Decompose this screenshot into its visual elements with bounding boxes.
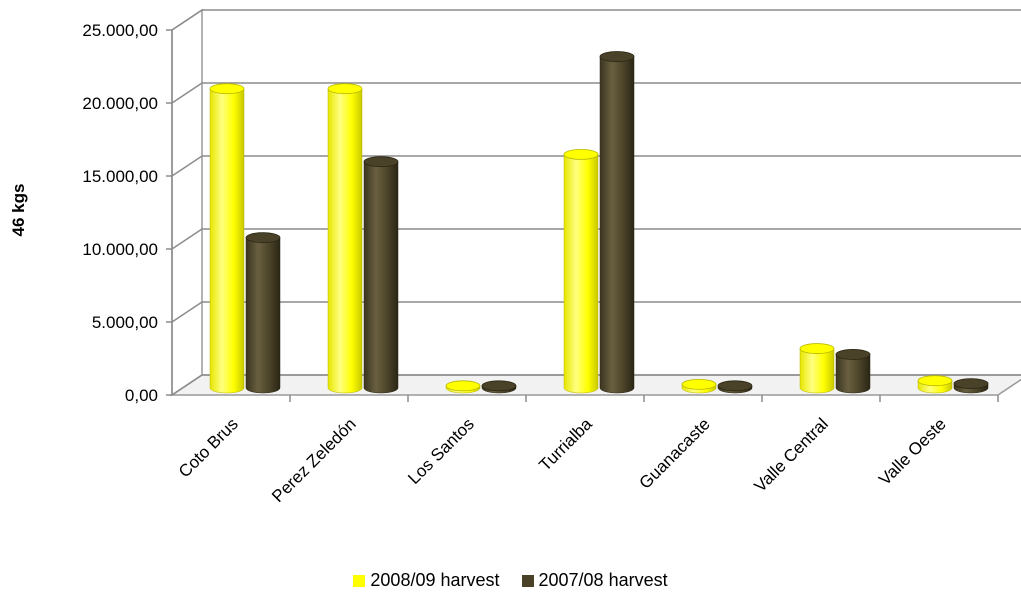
legend-item-series-2: 2007/08 harvest [521, 570, 668, 591]
bar [681, 378, 717, 394]
legend-item-series-1: 2008/09 harvest [353, 570, 500, 591]
bar [953, 378, 989, 394]
y-axis-title: 46 kgs [9, 184, 28, 237]
bar [481, 380, 517, 394]
gridline [171, 82, 1021, 104]
bar [563, 148, 599, 394]
x-category-label: Guanacaste [636, 414, 714, 492]
legend: 2008/09 harvest 2007/08 harvest [0, 570, 1021, 591]
bar [327, 83, 363, 394]
gridlines [171, 9, 1021, 396]
y-axis-ticks: 0,00 5.000,00 10.000,00 15.000,00 20.000,00 2… [82, 21, 173, 405]
bar [717, 380, 753, 394]
bar [917, 375, 953, 394]
legend-swatch-series-1 [353, 574, 366, 587]
y-tick-label: 0,00 [125, 386, 158, 405]
bar [799, 343, 835, 394]
y-tick-label: 20.000,00 [82, 94, 158, 113]
legend-swatch-series-2 [521, 574, 534, 587]
x-category-label: Valle Oeste [875, 414, 950, 489]
x-category-label: Valle Central [750, 414, 831, 495]
back-wall-left [171, 8, 203, 397]
bar [835, 349, 871, 394]
gridline [171, 374, 1021, 396]
x-category-label: Los Santos [404, 414, 478, 488]
x-category-label: Turrialba [535, 414, 596, 475]
x-category-label: Coto Brus [175, 414, 242, 481]
bars [209, 51, 989, 394]
gridline [171, 155, 1021, 177]
bar [209, 83, 245, 394]
y-tick-label: 25.000,00 [82, 21, 158, 40]
legend-label-series-2: 2007/08 harvest [538, 570, 668, 590]
x-category-label: Perez Zeledón [268, 414, 360, 506]
bar [599, 51, 635, 394]
y-tick-label: 5.000,00 [92, 313, 158, 332]
bar [245, 232, 281, 394]
x-axis-categories: Coto Brus Perez Zeledón Los Santos Turrialb… [175, 395, 999, 506]
gridline [171, 228, 1021, 250]
bar [445, 380, 481, 394]
y-tick-label: 10.000,00 [82, 240, 158, 259]
gridline [171, 9, 1021, 31]
bar [363, 156, 399, 394]
legend-label-series-1: 2008/09 harvest [370, 570, 500, 590]
gridline [171, 301, 1021, 323]
bar-chart: 0,00 5.000,00 10.000,00 15.000,00 20.000,00 2… [9, 8, 1021, 506]
y-tick-label: 15.000,00 [82, 167, 158, 186]
